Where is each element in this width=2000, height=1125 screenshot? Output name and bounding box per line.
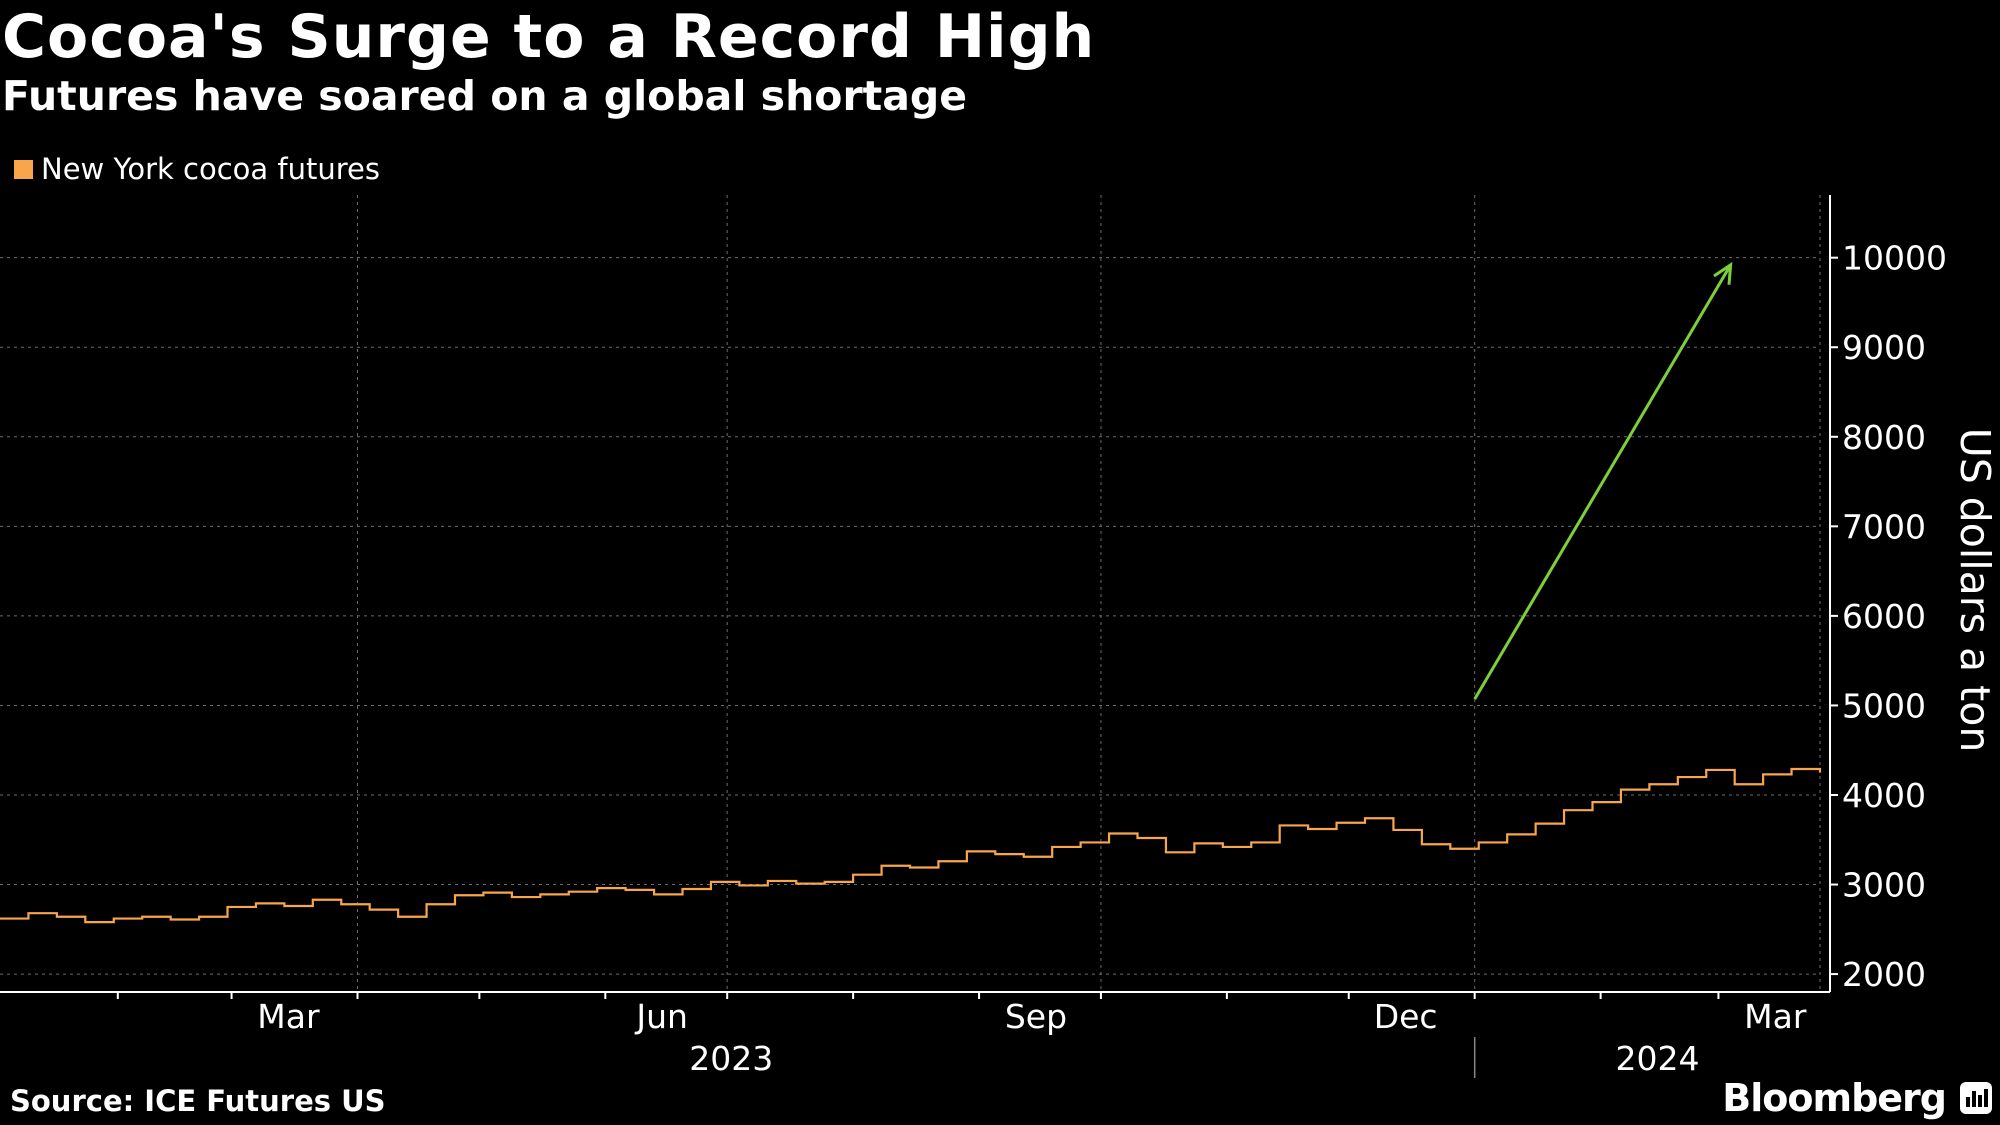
trend-arrow-line <box>1473 264 1732 700</box>
year-label: 2023 <box>689 1039 773 1078</box>
series-line-cocoa-futures <box>0 767 1822 924</box>
y-tick-label: 5000 <box>1842 686 1926 725</box>
y-axis-title: US dollars a ton <box>1951 428 1999 753</box>
chart-title: Cocoa's Surge to a Record High <box>2 2 1096 72</box>
y-tick-label: 8000 <box>1842 418 1926 457</box>
y-tick-label: 6000 <box>1842 597 1926 636</box>
x-tick-label: Sep <box>1005 997 1067 1036</box>
x-tick-label: Jun <box>634 997 688 1036</box>
y-tick-label: 9000 <box>1842 328 1926 367</box>
x-tick-label: Mar <box>1744 997 1807 1036</box>
y-tick-label: 2000 <box>1842 955 1926 994</box>
y-tick-label: 7000 <box>1842 507 1926 546</box>
trend-arrow-head <box>1713 261 1733 285</box>
y-tick-label: 4000 <box>1842 776 1926 815</box>
y-tick-label: 3000 <box>1842 866 1926 905</box>
x-tick-label: Dec <box>1374 997 1438 1036</box>
y-tick-label: 10000 <box>1842 239 1947 278</box>
bloomberg-logo: Bloomberg <box>1722 1076 1947 1120</box>
legend-label: New York cocoa futures <box>41 152 380 186</box>
source-note: Source: ICE Futures US <box>10 1084 386 1118</box>
legend-swatch <box>14 159 33 179</box>
bloomberg-chart-icon <box>1960 1082 1992 1114</box>
year-label: 2024 <box>1616 1039 1700 1078</box>
legend: New York cocoa futures <box>14 152 380 186</box>
chart-subtitle: Futures have soared on a global shortage <box>2 72 968 120</box>
x-tick-label: Mar <box>257 997 320 1036</box>
